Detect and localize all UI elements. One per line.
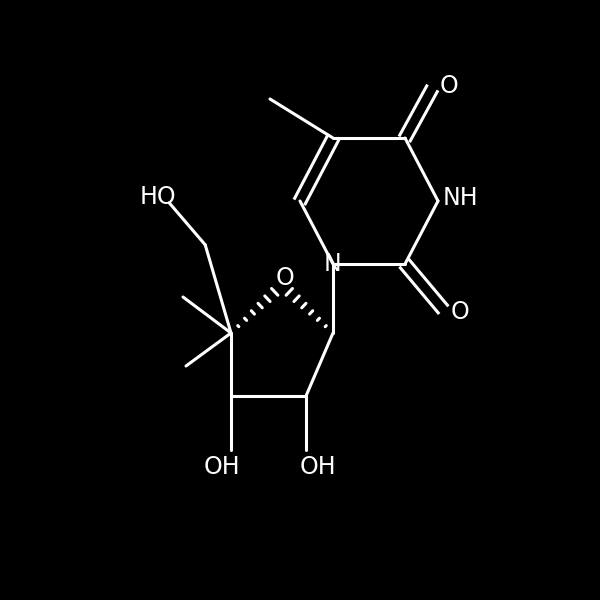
Text: O: O — [450, 300, 469, 324]
Text: O: O — [439, 74, 458, 98]
Text: N: N — [324, 252, 342, 276]
Text: NH: NH — [443, 186, 479, 210]
Text: OH: OH — [299, 455, 337, 479]
Text: HO: HO — [140, 185, 177, 209]
Text: O: O — [275, 266, 295, 290]
Text: OH: OH — [203, 455, 241, 479]
